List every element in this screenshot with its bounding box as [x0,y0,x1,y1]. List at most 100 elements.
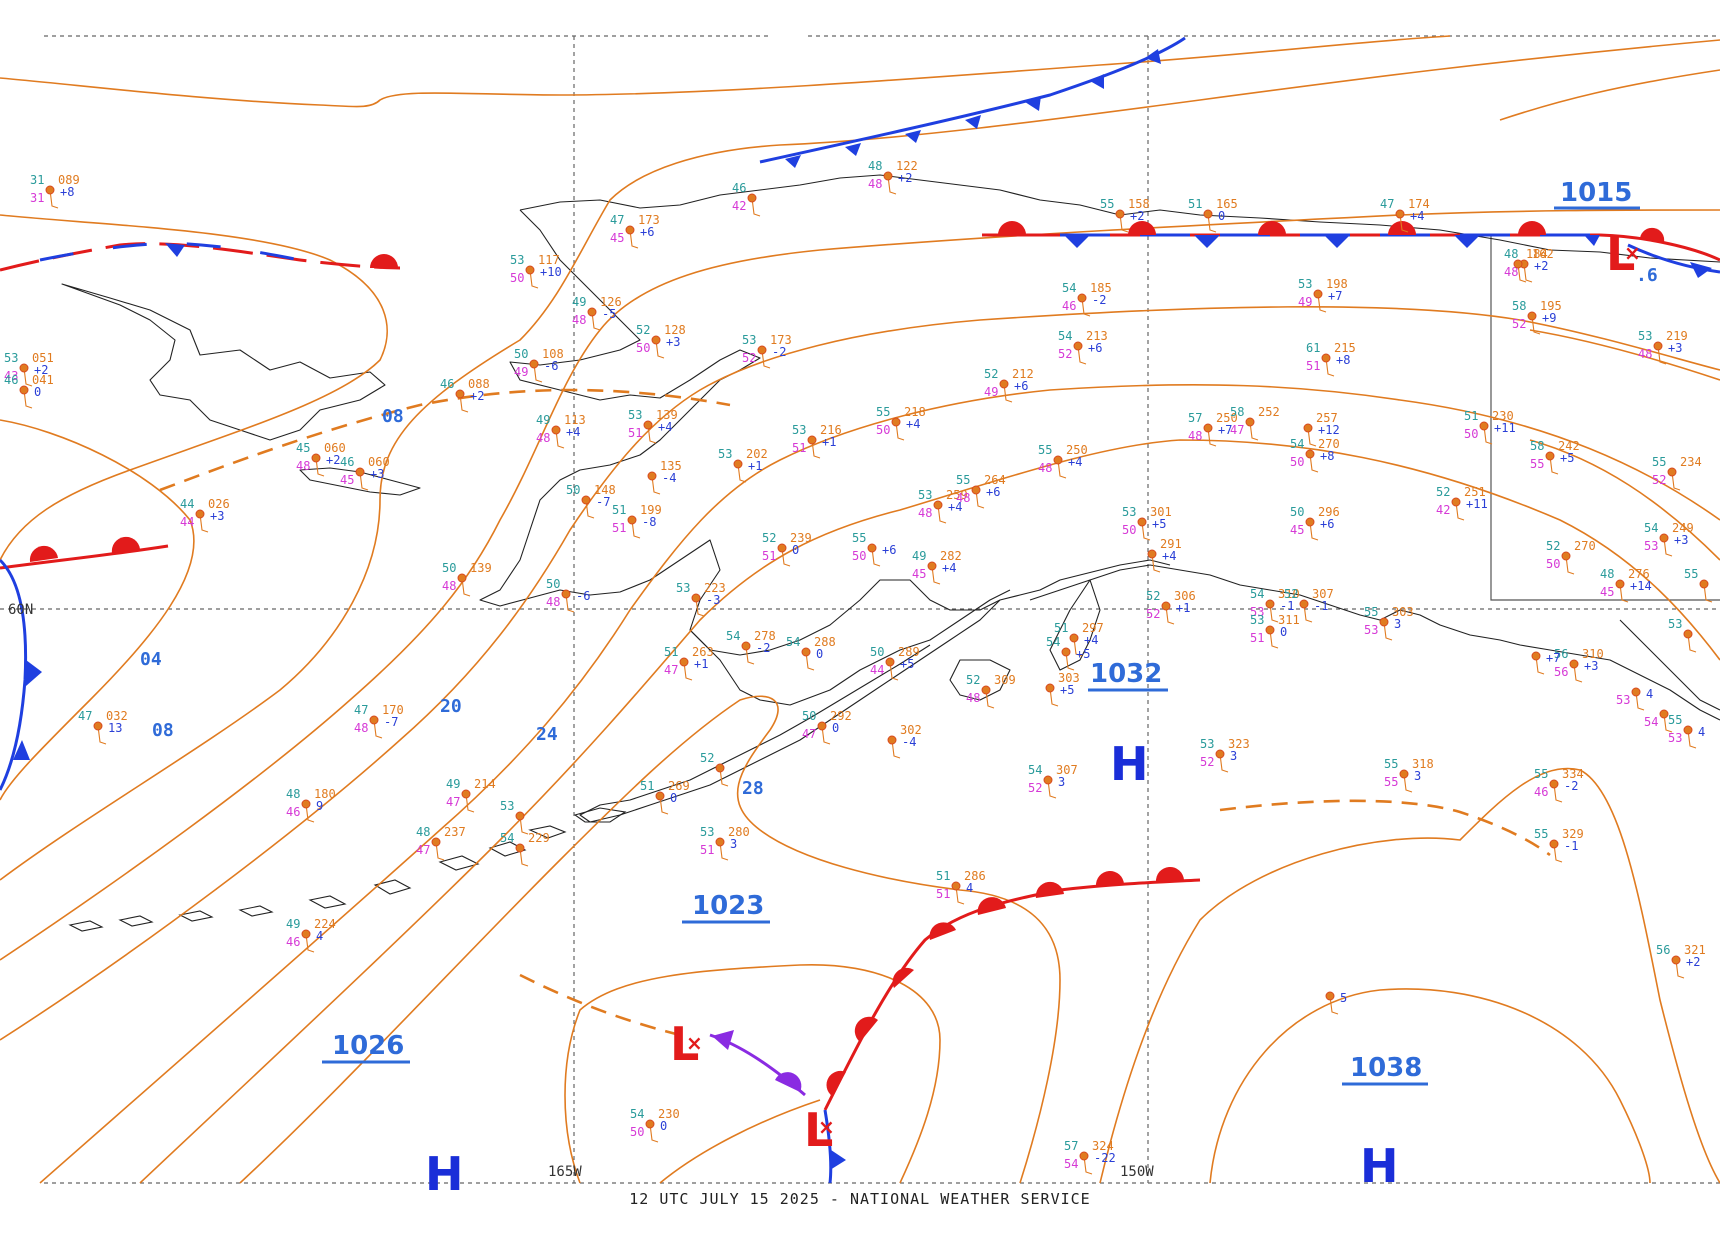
station-tendency: +4 [566,425,580,439]
wind-barb [23,389,33,409]
station-circle [643,420,653,430]
station-tendency: +3 [1668,341,1682,355]
wind-barb [1309,453,1319,473]
station-tendency: 0 [1280,625,1287,639]
station-circle [1245,417,1255,427]
station-plot: 53 [1668,617,1697,653]
station-tendency: -2 [1092,293,1106,307]
station-dewpoint: 51 [700,843,714,857]
station-pressure: 165 [1216,197,1238,211]
station-temperature: 53 [718,447,732,461]
wind-barb [1553,843,1563,863]
high-center-southwest: H [425,1147,464,1201]
station-temperature: 52 [700,751,714,765]
station-temperature: 57 [1064,1139,1078,1153]
station-temperature: 53 [792,423,806,437]
station-temperature: 49 [572,295,586,309]
station-temperature: 53 [742,333,756,347]
wind-barb [655,339,665,359]
station-temperature: 50 [546,577,560,591]
cold-front-south [823,1109,846,1184]
station-circle [1303,423,1313,433]
station-pressure: 173 [638,213,660,227]
wind-barb [719,767,729,787]
station-pressure: 158 [1128,197,1150,211]
station-pressure: 329 [1562,827,1584,841]
station-circle [691,593,701,603]
station-dewpoint: 45 [1600,585,1614,599]
station-tendency: +4 [1162,549,1176,563]
wind-barb [751,197,761,217]
station-temperature: 53 [1200,737,1214,751]
station-dewpoint: 48 [1638,347,1652,361]
wind-barb [199,513,209,533]
station-plot: 53 50 117+10 [510,253,562,289]
station-circle [1161,601,1171,611]
station-pressure: 184 [1526,247,1548,261]
wind-barb [1047,779,1057,799]
station-tendency: +3 [1584,659,1598,673]
station-plot: 52 50 128+3 [636,323,686,359]
station-circle [1631,687,1641,697]
station-tendency: -2 [756,641,770,655]
wind-barb [1219,753,1229,773]
isobar [1209,988,1651,1184]
station-circle [1215,749,1225,759]
station-circle [1479,421,1489,431]
station-tendency: -4 [902,735,916,749]
wind-barb [871,547,881,567]
station-circle [625,225,635,235]
station-circle [1203,209,1213,219]
station-dewpoint: 55 [1384,775,1398,789]
low-symbol: L [670,1017,699,1071]
station-plot: 52 307-1 [1284,587,1334,623]
station-pressure: 219 [1666,329,1688,343]
aleutian-islands [68,807,627,932]
station-temperature: 54 [630,1107,644,1121]
station-plot: 50 44 289+5 [870,645,920,681]
station-circle [747,193,757,203]
station-plot: 52 48 309 [966,673,1016,709]
station-tendency: +6 [1014,379,1028,393]
station-tendency: 4 [966,881,973,895]
station-plot: 53 51 139+4 [628,408,678,444]
station-tendency: 3 [1394,617,1401,631]
station-circle [1659,533,1669,543]
station-dewpoint: 45 [1290,523,1304,537]
station-tendency: +1 [748,459,762,473]
station-circle [1265,625,1275,635]
station-tendency: 3 [1230,749,1237,763]
station-circle [355,467,365,477]
station-tendency: +14 [1630,579,1652,593]
station-temperature: 52 [636,323,650,337]
station-dewpoint: 53 [1644,539,1658,553]
coastline-seward-peninsula [519,174,1720,263]
station-dewpoint: 48 [1038,461,1052,475]
station-dewpoint: 53 [1364,623,1378,637]
station-circle [1379,617,1389,627]
station-tendency: +2 [326,453,340,467]
station-plot: 54 53 310-1 [1250,587,1300,623]
coastline-kodiak [949,659,1011,701]
station-circle [587,307,597,317]
wind-barb [315,457,325,477]
high-pressure-value: 1032 [1090,659,1162,689]
station-temperature: 61 [1306,341,1320,355]
station-plot: 53 49 198+7 [1298,277,1348,313]
station-plot: 47 174+4 [1380,197,1430,233]
station-tendency: 3 [730,837,737,851]
station-tendency: +7 [1328,289,1342,303]
station-tendency: +4 [658,420,672,434]
station-plot: 135-4 [647,459,682,495]
station-dewpoint: 44 [180,515,194,529]
station-pressure: 060 [324,441,346,455]
station-pressure: 303 [1058,671,1080,685]
high-symbol: H [425,1147,464,1201]
station-dewpoint: 47 [802,727,816,741]
station-tendency: +2 [898,171,912,185]
station-tendency: -2 [1564,779,1578,793]
wind-barb [695,597,705,617]
wind-barb [1081,297,1091,317]
